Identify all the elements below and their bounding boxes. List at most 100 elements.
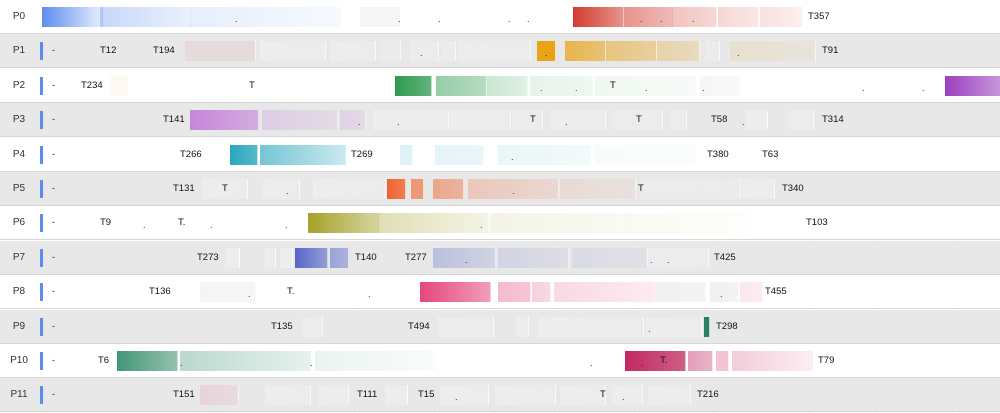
- task-block[interactable]: [395, 75, 432, 96]
- task-block[interactable]: [705, 41, 720, 62]
- task-block[interactable]: [190, 7, 341, 27]
- task-block[interactable]: [360, 7, 401, 27]
- task-block[interactable]: [487, 75, 528, 96]
- task-block[interactable]: [648, 247, 709, 268]
- task-block[interactable]: [436, 75, 487, 96]
- task-block[interactable]: [315, 351, 436, 371]
- task-block[interactable]: [670, 110, 687, 131]
- task-block[interactable]: [560, 179, 636, 199]
- task-block[interactable]: [265, 385, 311, 406]
- task-block[interactable]: [280, 247, 293, 268]
- task-block[interactable]: [100, 7, 191, 27]
- task-block[interactable]: [495, 385, 556, 406]
- task-block[interactable]: [572, 247, 648, 268]
- task-block[interactable]: [263, 179, 300, 199]
- task-block[interactable]: [295, 247, 328, 268]
- task-block[interactable]: [646, 316, 702, 337]
- task-block[interactable]: [318, 385, 349, 406]
- task-block[interactable]: [945, 75, 1000, 96]
- task-block[interactable]: [606, 41, 657, 62]
- task-block[interactable]: [655, 282, 706, 303]
- task-block[interactable]: [630, 213, 751, 234]
- task-block[interactable]: [302, 316, 323, 337]
- task-block[interactable]: [265, 247, 276, 268]
- task-block[interactable]: [410, 41, 439, 62]
- task-block[interactable]: [458, 41, 531, 62]
- task-block[interactable]: [313, 179, 386, 199]
- task-block[interactable]: [385, 385, 408, 406]
- task-block[interactable]: [433, 179, 464, 199]
- task-block[interactable]: [340, 110, 366, 131]
- task-block[interactable]: [788, 110, 814, 131]
- task-block[interactable]: [716, 351, 729, 371]
- task-block[interactable]: [330, 41, 376, 62]
- task-block[interactable]: [516, 316, 529, 337]
- task-block[interactable]: [710, 282, 739, 303]
- task-block[interactable]: [550, 110, 606, 131]
- task-block[interactable]: [225, 247, 240, 268]
- task-block[interactable]: [490, 213, 631, 234]
- task-block[interactable]: [512, 110, 543, 131]
- task-block[interactable]: [530, 75, 593, 96]
- task-block[interactable]: [308, 213, 379, 234]
- task-block[interactable]: [657, 41, 700, 62]
- task-block[interactable]: [260, 144, 346, 165]
- task-block[interactable]: [554, 282, 655, 303]
- task-block[interactable]: [537, 41, 556, 62]
- task-block[interactable]: [260, 41, 326, 62]
- task-block[interactable]: [190, 110, 259, 131]
- task-block[interactable]: [672, 7, 717, 27]
- task-block[interactable]: [532, 282, 551, 303]
- task-block[interactable]: [688, 351, 713, 371]
- task-block[interactable]: [718, 7, 759, 27]
- task-block[interactable]: [202, 179, 248, 199]
- task-block[interactable]: [380, 41, 401, 62]
- task-block[interactable]: [200, 282, 256, 303]
- task-block[interactable]: [262, 110, 338, 131]
- task-block[interactable]: [117, 351, 178, 371]
- task-block[interactable]: [420, 282, 491, 303]
- task-block[interactable]: [560, 385, 606, 406]
- task-block[interactable]: [648, 385, 691, 406]
- task-block[interactable]: [538, 316, 644, 337]
- task-block[interactable]: [373, 110, 449, 131]
- task-block[interactable]: [625, 351, 686, 371]
- task-block[interactable]: [640, 179, 741, 199]
- task-block[interactable]: [440, 385, 489, 406]
- task-block[interactable]: [411, 179, 424, 199]
- task-block[interactable]: [330, 247, 349, 268]
- task-block[interactable]: [42, 7, 103, 27]
- task-block[interactable]: [595, 75, 696, 96]
- task-block[interactable]: [573, 7, 624, 27]
- task-block[interactable]: [441, 41, 456, 62]
- task-block[interactable]: [435, 144, 484, 165]
- task-block[interactable]: [110, 75, 129, 96]
- task-block[interactable]: [180, 351, 311, 371]
- task-block[interactable]: [742, 179, 775, 199]
- task-block[interactable]: [595, 144, 696, 165]
- task-block[interactable]: [433, 247, 496, 268]
- task-block[interactable]: [400, 144, 413, 165]
- task-block[interactable]: [704, 316, 710, 337]
- task-block[interactable]: [612, 385, 643, 406]
- task-block[interactable]: [468, 179, 559, 199]
- task-block[interactable]: [498, 282, 531, 303]
- task-block[interactable]: [700, 75, 741, 96]
- task-block[interactable]: [740, 282, 763, 303]
- task-block[interactable]: [612, 110, 663, 131]
- task-block[interactable]: [378, 213, 489, 234]
- task-block[interactable]: [732, 351, 813, 371]
- task-block[interactable]: [185, 41, 256, 62]
- task-block[interactable]: [200, 385, 239, 406]
- task-block[interactable]: [498, 247, 569, 268]
- task-block[interactable]: [450, 110, 511, 131]
- task-block[interactable]: [438, 316, 494, 337]
- task-block[interactable]: [745, 110, 768, 131]
- task-block[interactable]: [730, 41, 816, 62]
- task-block[interactable]: [387, 179, 406, 199]
- task-block[interactable]: [230, 144, 258, 165]
- task-block[interactable]: [624, 7, 673, 27]
- task-block[interactable]: [498, 144, 591, 165]
- task-block[interactable]: [565, 41, 606, 62]
- task-block[interactable]: [760, 7, 803, 27]
